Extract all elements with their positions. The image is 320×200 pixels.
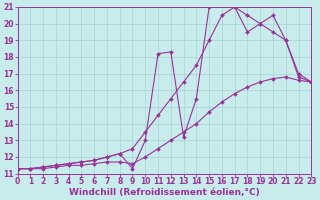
X-axis label: Windchill (Refroidissement éolien,°C): Windchill (Refroidissement éolien,°C) <box>69 188 260 197</box>
